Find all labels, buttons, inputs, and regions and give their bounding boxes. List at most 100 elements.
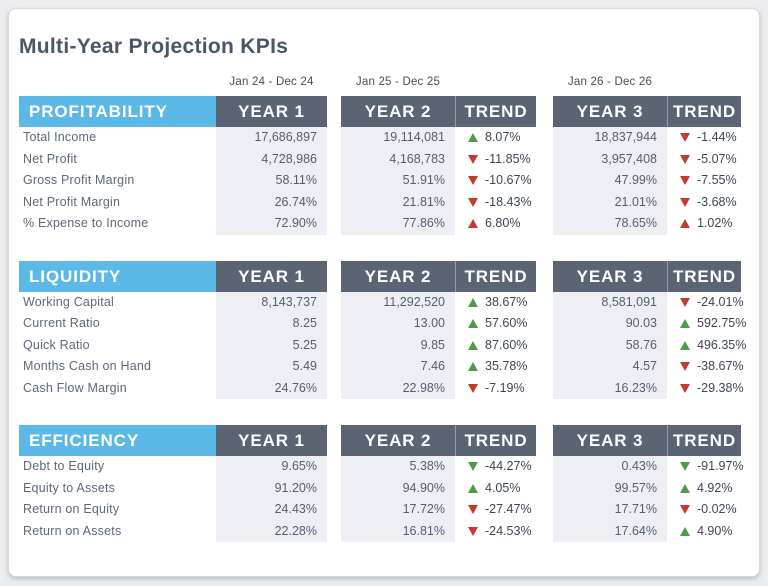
trend-arrow-icon [468, 505, 478, 515]
trend-arrow-icon [680, 462, 690, 472]
column-header-trend: TREND [455, 260, 536, 292]
table-row: Working Capital 8,143,737 11,292,520 38.… [19, 291, 749, 314]
trend-cell: 4.05% [455, 478, 536, 500]
table-row: Return on Equity 24.43% 17.72% -27.47% 1… [19, 499, 749, 521]
trend-cell: -18.43% [455, 192, 536, 214]
trend-cell: 87.60% [455, 335, 536, 357]
year1-value: 22.28% [216, 520, 327, 542]
trend-arrow-icon [680, 319, 690, 329]
column-gap [536, 313, 553, 335]
year2-value: 16.81% [341, 520, 455, 542]
section-header: EFFICIENCY YEAR 1 YEAR 2 TREND YEAR 3 TR… [19, 425, 749, 456]
column-header-trend: TREND [667, 96, 741, 127]
year2-value: 94.90% [341, 477, 455, 499]
table-row: Debt to Equity 9.65% 5.38% -44.27% 0.43%… [19, 456, 749, 478]
metric-label: Months Cash on Hand [23, 359, 152, 373]
column-gap [327, 261, 341, 292]
year2-value: 77.86% [341, 213, 455, 235]
section-title: PROFITABILITY [19, 96, 216, 127]
trend-value: 38.67% [485, 294, 528, 309]
column-gap [536, 292, 553, 314]
trend-arrow-icon [468, 340, 478, 350]
column-gap [536, 378, 553, 400]
column-header-year1: YEAR 1 [216, 96, 327, 127]
section-title: LIQUIDITY [19, 260, 216, 292]
trend-cell: -3.68% [667, 192, 741, 214]
trend-cell: -1.44% [667, 127, 741, 149]
year3-value: 16.23% [553, 377, 667, 399]
year2-value: 5.38% [341, 456, 455, 478]
table-row: Net Profit 4,728,986 4,168,783 -11.85% 3… [19, 148, 749, 170]
metric-label: Current Ratio [23, 316, 100, 330]
column-header-year1: YEAR 1 [216, 425, 327, 456]
period-label-year1: Jan 24 - Dec 24 [229, 76, 314, 88]
column-gap [327, 213, 341, 235]
kpi-section-efficiency: EFFICIENCY YEAR 1 YEAR 2 TREND YEAR 3 TR… [19, 425, 749, 542]
year1-value: 5.25 [216, 334, 327, 356]
table-row: Equity to Assets 91.20% 94.90% 4.05% 99.… [19, 477, 749, 500]
column-gap [455, 73, 536, 91]
trend-arrow-icon [680, 362, 690, 372]
table-row: Gross Profit Margin 58.11% 51.91% -10.67… [19, 170, 749, 192]
trend-cell: 35.78% [455, 356, 536, 378]
column-gap [536, 170, 553, 192]
trend-value: 496.35% [697, 337, 747, 352]
year2-value: 22.98% [341, 377, 455, 399]
trend-arrow-icon [468, 462, 478, 472]
trend-cell: 57.60% [455, 313, 536, 335]
section-header: PROFITABILITY YEAR 1 YEAR 2 TREND YEAR 3… [19, 96, 749, 127]
trend-cell: 8.07% [455, 127, 536, 149]
trend-value: -38.67% [697, 359, 744, 373]
metric-label: Cash Flow Margin [23, 380, 127, 395]
column-gap [327, 127, 341, 149]
year1-value: 58.11% [216, 170, 327, 192]
column-header-trend: TREND [455, 425, 536, 456]
trend-cell: -24.01% [667, 292, 744, 314]
report-card: Multi-Year Projection KPIs Jan 24 - Dec … [8, 8, 760, 577]
trend-value: -1.44% [697, 130, 737, 144]
metric-label: Gross Profit Margin [23, 173, 135, 187]
year3-value: 21.01% [553, 191, 667, 213]
trend-value: 592.75% [697, 316, 747, 330]
trend-value: -29.38% [697, 380, 744, 395]
trend-arrow-icon [468, 526, 478, 536]
column-header-year3: YEAR 3 [553, 96, 667, 127]
trend-arrow-icon [468, 297, 478, 307]
trend-value: 87.60% [485, 337, 528, 352]
column-header-trend: TREND [455, 96, 536, 127]
trend-cell: -0.02% [667, 499, 741, 521]
trend-cell: 4.90% [667, 521, 741, 543]
trend-arrow-icon [468, 176, 478, 186]
trend-cell: -27.47% [455, 499, 536, 521]
trend-value: 4.92% [697, 480, 733, 495]
column-gap [327, 335, 341, 357]
trend-cell: -24.53% [455, 521, 536, 543]
column-gap [536, 478, 553, 500]
year3-value: 4.57 [553, 356, 667, 378]
trend-value: 35.78% [485, 359, 528, 373]
trend-arrow-icon [468, 483, 478, 493]
year3-value: 17.64% [553, 520, 667, 542]
column-gap [536, 499, 553, 521]
column-gap [327, 456, 341, 478]
year3-value: 17.71% [553, 499, 667, 521]
column-gap [536, 73, 553, 91]
column-gap [327, 478, 341, 500]
trend-arrow-icon [680, 383, 690, 393]
trend-value: 1.02% [697, 216, 733, 230]
metric-label: Quick Ratio [23, 337, 90, 352]
year2-value: 7.46 [341, 356, 455, 378]
column-header-year2: YEAR 2 [341, 260, 455, 292]
column-gap [536, 192, 553, 214]
year3-value: 8,581,091 [553, 291, 667, 313]
column-header-year2: YEAR 2 [341, 96, 455, 127]
year2-value: 11,292,520 [341, 291, 455, 313]
metric-label: Working Capital [23, 294, 115, 309]
year2-value: 4,168,783 [341, 148, 455, 170]
period-label-year2: Jan 25 - Dec 25 [355, 76, 441, 88]
column-header-year3: YEAR 3 [553, 425, 667, 456]
metric-label: Total Income [23, 130, 97, 144]
trend-cell: 592.75% [667, 313, 746, 335]
year2-value: 13.00 [341, 313, 455, 335]
trend-arrow-icon [680, 197, 690, 207]
